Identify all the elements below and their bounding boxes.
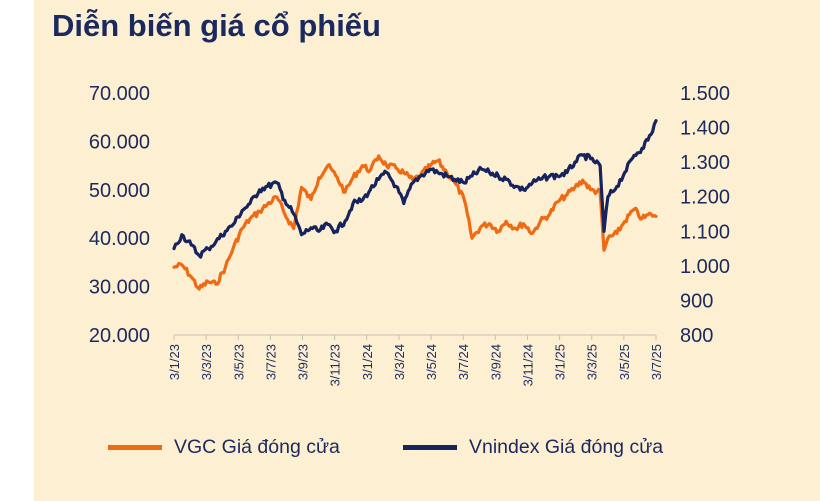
right-tick-label: 1.500 xyxy=(680,83,730,105)
x-tick-label: 3/5/23 xyxy=(231,344,246,380)
x-tick-label: 3/7/24 xyxy=(456,344,471,380)
right-tick-label: 1.200 xyxy=(680,187,730,209)
x-tick-label: 3/3/23 xyxy=(199,344,214,380)
right-tick-label: 1.000 xyxy=(680,256,730,278)
right-tick-label: 1.400 xyxy=(680,118,730,140)
left-tick-label: 20.000 xyxy=(89,325,150,347)
x-tick-label: 3/1/23 xyxy=(167,344,182,380)
left-tick-label: 70.000 xyxy=(89,83,150,105)
left-axis: 20.000 30.000 40.000 50.000 60.000 70.000 xyxy=(89,83,150,347)
legend-vnindex: Vnindex Giá đóng cửa xyxy=(403,432,663,462)
legend-vnindex-swatch xyxy=(403,444,457,450)
x-tick-label: 3/5/24 xyxy=(424,344,439,380)
x-axis: 3/1/23 3/3/23 3/5/23 3/7/23 3/9/23 3/11/23 3/1… xyxy=(167,335,664,386)
left-tick-label: 50.000 xyxy=(89,180,150,202)
series-layer xyxy=(172,119,658,291)
x-tick-label: 3/3/24 xyxy=(392,344,407,380)
x-tick-label: 3/11/24 xyxy=(520,344,535,386)
legend-vnindex-label: Vnindex Giá đóng cửa xyxy=(469,435,664,458)
right-tick-label: 800 xyxy=(680,325,713,347)
left-tick-label: 30.000 xyxy=(89,277,150,299)
chart-panel xyxy=(34,0,820,501)
right-axis: 800 900 1.000 1.100 1.200 1.300 1.400 1.500 xyxy=(680,83,730,347)
right-tick-label: 900 xyxy=(680,290,713,312)
legend-vgc-swatch xyxy=(108,444,162,450)
x-tick-label: 3/7/23 xyxy=(263,344,278,380)
x-tick-label: 3/11/23 xyxy=(328,344,343,386)
legend-vgc-label: VGC Giá đóng cửa xyxy=(174,435,340,458)
right-tick-label: 1.300 xyxy=(680,152,730,174)
x-tick-label: 3/1/24 xyxy=(360,344,375,380)
x-tick-label: 3/7/25 xyxy=(649,344,664,380)
left-tick-label: 60.000 xyxy=(89,131,150,153)
series-line-vgc xyxy=(172,154,658,291)
left-tick-label: 40.000 xyxy=(89,228,150,250)
chart-title: Diễn biến giá cổ phiếu xyxy=(52,8,381,43)
right-tick-label: 1.100 xyxy=(680,221,730,243)
legend-vgc: VGC Giá đóng cửa xyxy=(108,432,340,462)
series-line-vnindex xyxy=(172,119,658,259)
x-tick-label: 3/3/25 xyxy=(585,344,600,380)
x-tick-label: 3/5/25 xyxy=(617,344,632,380)
x-tick-label: 3/9/24 xyxy=(488,344,503,380)
x-tick-label: 3/9/23 xyxy=(296,344,311,380)
x-tick-label: 3/1/25 xyxy=(553,344,568,380)
